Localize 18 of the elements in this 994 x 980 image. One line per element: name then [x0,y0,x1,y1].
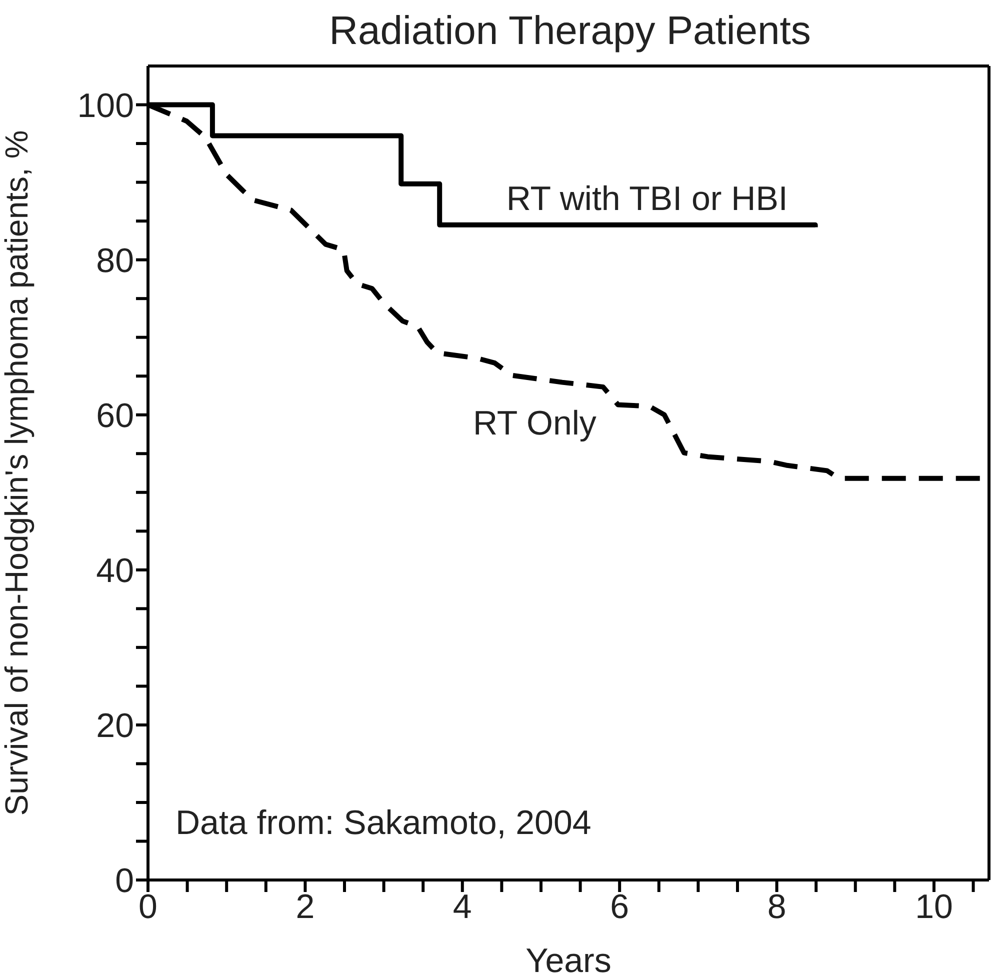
x-tick-label: 8 [767,888,786,926]
annotation: Data from: Sakamoto, 2004 [176,804,592,842]
series-label: RT with TBI or HBI [506,180,788,218]
series-label: RT Only [472,404,596,443]
y-axis-title: Survival of non-Hodgkin's lymphoma patients, % [0,130,34,816]
y-tick-label: 20 [96,707,134,746]
y-tick-label: 0 [115,862,134,900]
x-tick-label: 10 [915,888,953,926]
x-tick-label: 2 [296,888,315,926]
x-tick-label: 0 [138,888,158,926]
x-tick-label: 4 [452,888,472,926]
y-tick-label: 80 [96,242,134,280]
x-tick-label: 6 [610,888,630,926]
y-tick-label: 40 [96,552,134,590]
y-tick-label: 60 [96,396,134,435]
chart-title: Radiation Therapy Patients [329,9,811,53]
x-axis-title: Years [526,942,612,980]
y-tick-label: 100 [77,86,134,125]
